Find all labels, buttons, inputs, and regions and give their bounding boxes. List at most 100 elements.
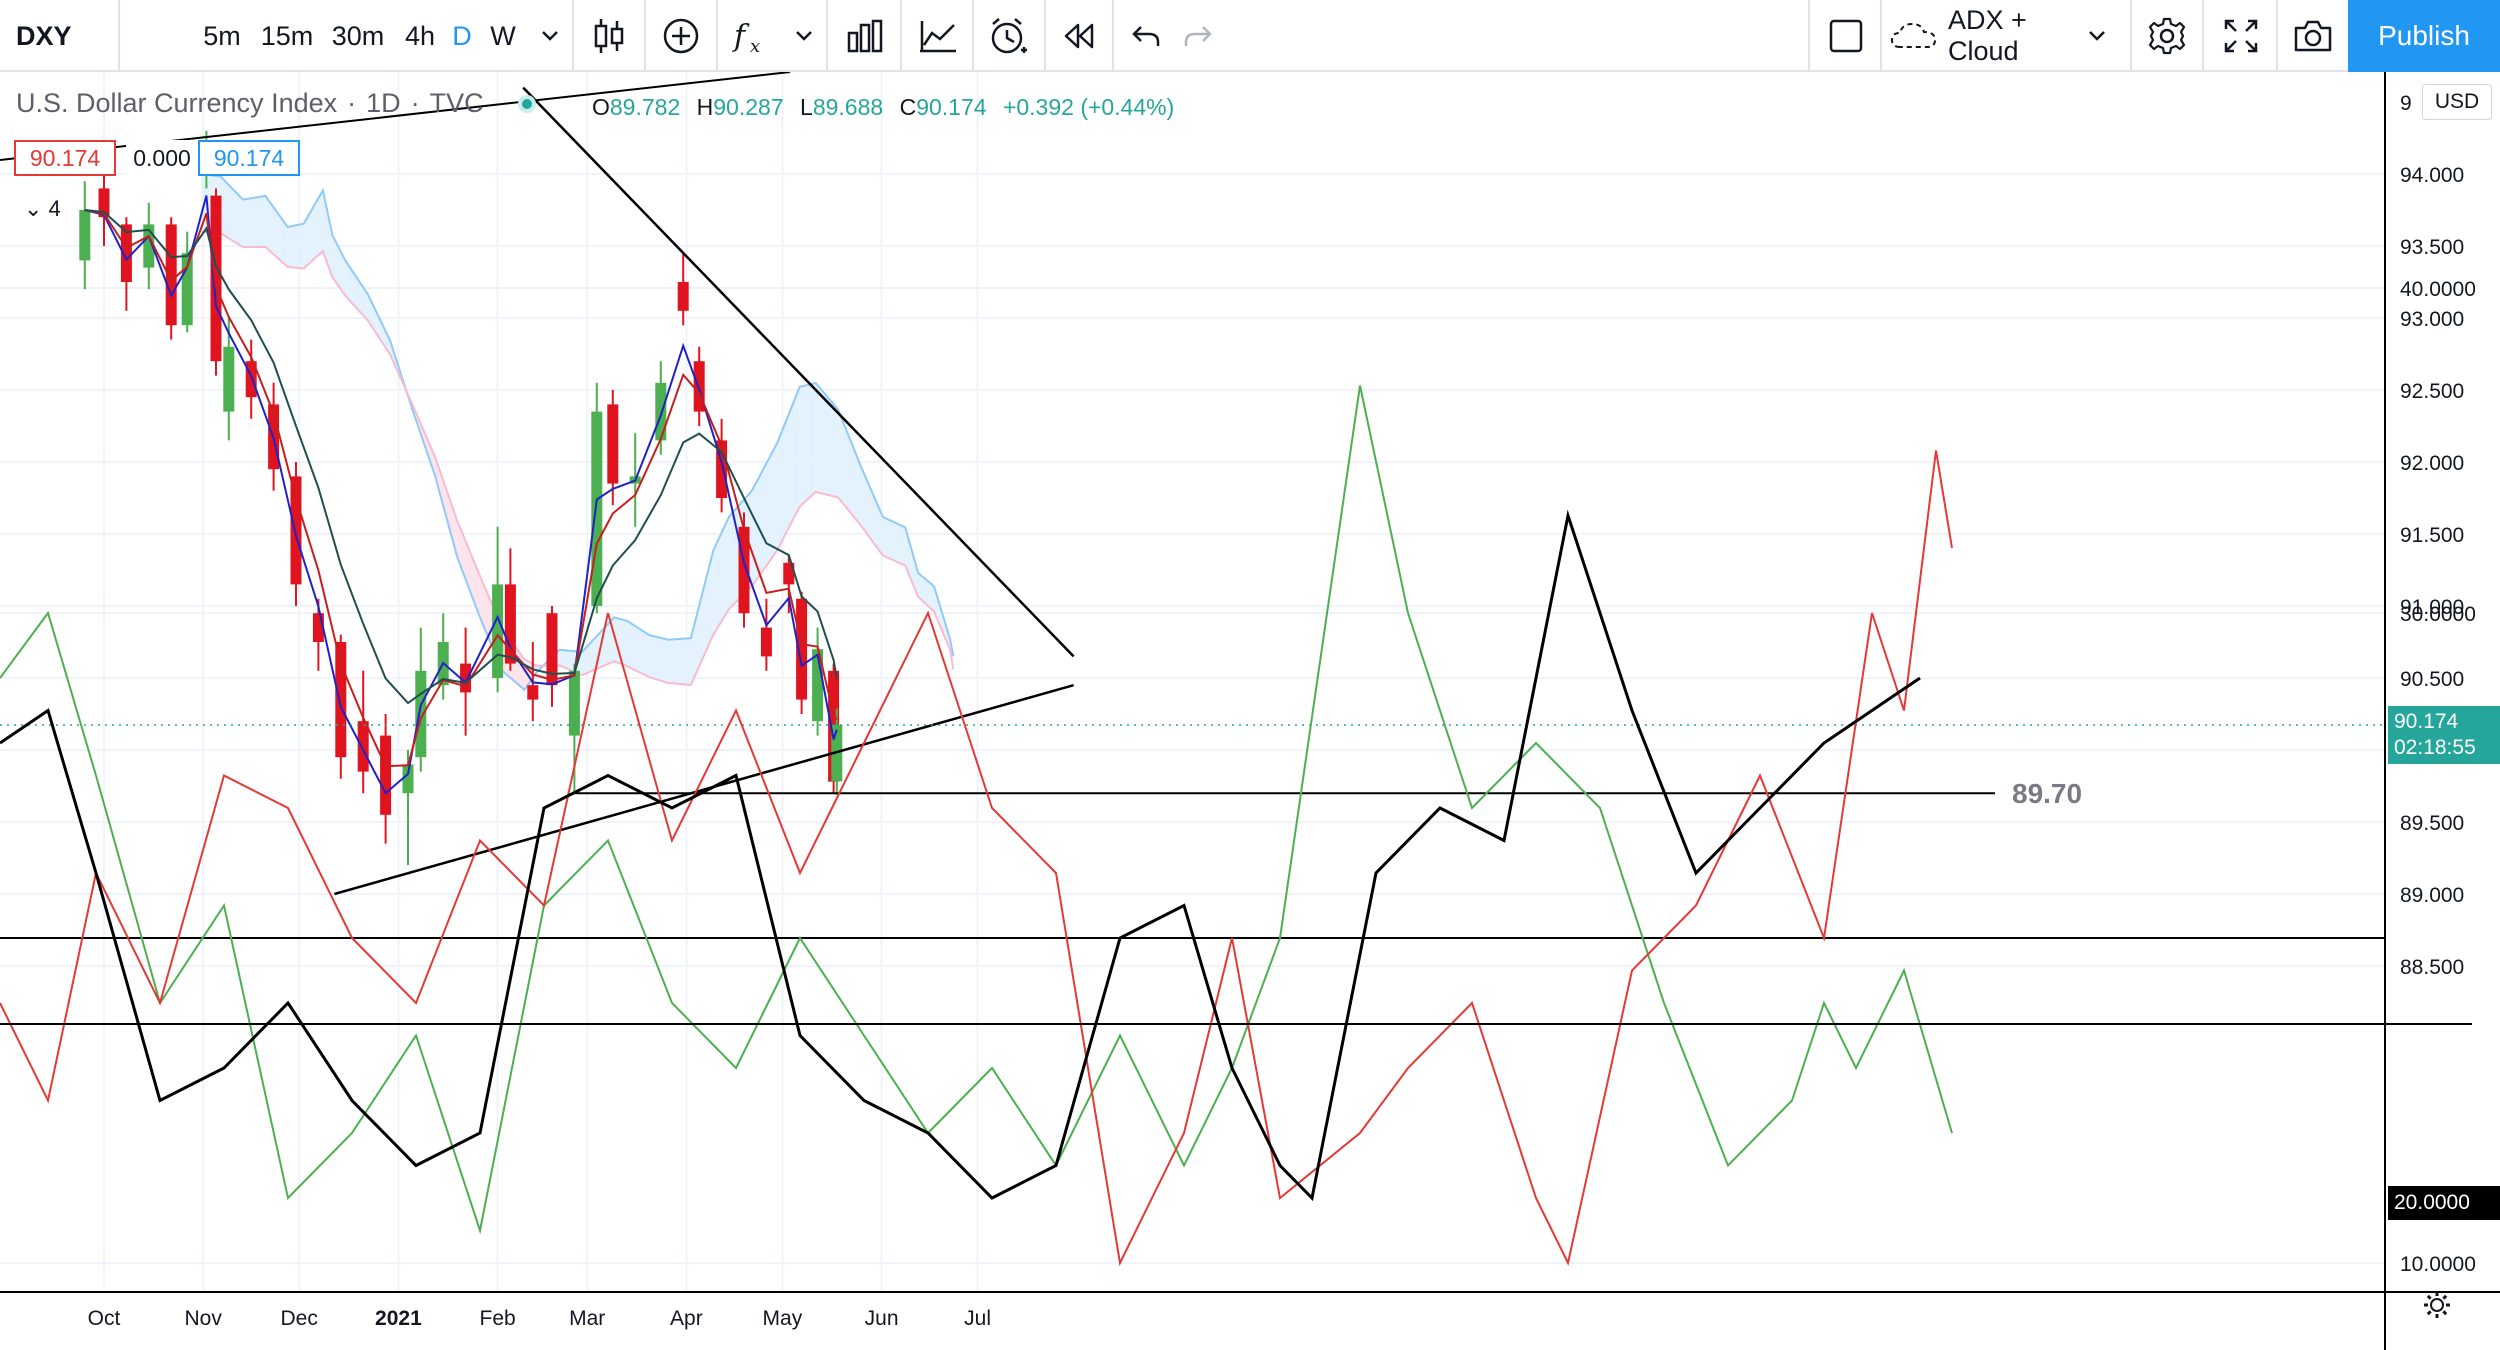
cloud-segment [838, 409, 861, 525]
series-legend: U.S. Dollar Currency Index · 1D · TVC [16, 88, 536, 119]
cloud-span-a [201, 173, 955, 692]
publish-button[interactable]: Publish [2348, 0, 2500, 72]
candle-body [492, 584, 504, 678]
candle-body [143, 224, 155, 268]
candle-body [796, 598, 808, 700]
adx-tick-label: 40.0000 [2400, 278, 2476, 301]
ema-slow-line [84, 209, 838, 705]
legend-separator: · [347, 88, 357, 118]
last-price: 90.174 [2394, 710, 2459, 733]
bar-chart-icon[interactable] [832, 0, 898, 72]
cloud-segment [582, 617, 615, 676]
time-tick-label: 2021 [375, 1307, 422, 1330]
line-chart-icon[interactable] [906, 0, 970, 72]
candle-body [79, 210, 91, 261]
square-layout-icon[interactable] [1814, 0, 1878, 72]
cloud-segment [918, 572, 935, 612]
candles-icon[interactable] [578, 0, 640, 72]
price-tick-label: 89.000 [2400, 884, 2464, 907]
candle-body [738, 526, 750, 614]
candle-body [812, 649, 824, 722]
close-value: 90.174 [916, 94, 987, 120]
di-minus-line [0, 450, 1953, 1267]
camera-snapshot-icon[interactable] [2282, 0, 2344, 72]
interval-d[interactable]: D [452, 20, 472, 51]
time-tick-label: Mar [569, 1307, 605, 1330]
price-tick-label: 9 [2400, 92, 2412, 115]
cloud-segment [777, 386, 800, 551]
candle-body [245, 361, 257, 398]
cloud-segment [287, 223, 304, 269]
interval-4h[interactable]: 4h [404, 20, 436, 51]
last-price-label: 90.174 02:18:55 [2388, 706, 2500, 764]
alert-clock-icon[interactable] [978, 0, 1038, 72]
time-tick-label: Jun [865, 1307, 899, 1330]
candle-body [120, 224, 132, 282]
candle-body [607, 404, 619, 484]
legend-title[interactable]: U.S. Dollar Currency Index [16, 88, 338, 118]
axis-settings-gear-icon [2424, 1292, 2450, 1318]
adx-tick-label: 10.0000 [2400, 1253, 2476, 1276]
cloud-save-icon [1890, 21, 1938, 51]
toolbar-divider [118, 0, 120, 72]
candle-body [312, 613, 324, 642]
legend-collapse-toggle[interactable]: ⌄ 4 [20, 196, 65, 222]
bar-countdown: 02:18:55 [2394, 736, 2476, 759]
time-tick-label: Jul [964, 1307, 991, 1330]
candle-body [716, 440, 728, 498]
candle-body [460, 663, 472, 693]
candle-body [527, 685, 539, 700]
legend-exchange: TVC [429, 88, 484, 118]
adx-indicator [0, 385, 2385, 1267]
fullscreen-icon[interactable] [2208, 0, 2274, 72]
replay-icon[interactable] [1050, 0, 1108, 72]
candle-body [165, 224, 177, 326]
cloud-segment [626, 620, 650, 678]
price-tick-label: 94.000 [2400, 164, 2464, 187]
candle-body [504, 584, 516, 664]
market-status-icon[interactable] [517, 94, 536, 113]
interval-15m[interactable]: 15m [260, 20, 314, 51]
indicator-template-selector[interactable]: ADX + Cloud [1886, 0, 2106, 72]
candle-body [677, 282, 689, 311]
cloud-segment [713, 516, 730, 635]
fx-dropdown-icon[interactable] [784, 0, 824, 72]
time-tick-label: May [763, 1307, 803, 1330]
currency-button[interactable]: USD [2422, 84, 2492, 120]
settings-gear-icon[interactable] [2136, 0, 2198, 72]
candle-body [546, 613, 558, 686]
legend-timeframe: 1D [366, 88, 401, 118]
support-level-label: 89.70 [2012, 778, 2082, 809]
candle-body [98, 188, 110, 218]
high-value: 90.287 [713, 94, 784, 120]
adx-level-label: 20.0000 [2388, 1186, 2500, 1220]
sell-price-button[interactable]: 90.174 [14, 140, 116, 176]
low-value: 89.688 [812, 94, 884, 120]
cloud-segment [799, 383, 816, 507]
template-dropdown-icon [2088, 30, 2106, 42]
cloud-segment [303, 190, 323, 269]
interval-30m[interactable]: 30m [331, 20, 385, 51]
time-tick-label: Dec [281, 1307, 318, 1330]
price-tick-label: 93.000 [2400, 308, 2464, 331]
cloud-segment [815, 383, 839, 498]
chevron-down-icon: ⌄ [24, 196, 49, 221]
buy-price-button[interactable]: 90.174 [198, 140, 300, 176]
candle-body [357, 721, 369, 772]
symbol-search[interactable]: DXY [16, 20, 72, 51]
time-tick-label: Apr [670, 1307, 703, 1330]
price-tick-label: 89.500 [2400, 812, 2464, 835]
candle-body [783, 562, 795, 585]
open-value: 89.782 [609, 94, 681, 120]
undo-icon[interactable] [1124, 0, 1168, 72]
interval-5m[interactable]: 5m [203, 20, 241, 51]
chart-canvas[interactable]: 89.70 94.000 93.500 93.000 92.500 92.000 91.5… [0, 72, 2500, 1350]
cloud-segment [614, 617, 627, 667]
compare-add-icon[interactable] [650, 0, 712, 72]
time-tick-label: Feb [480, 1307, 516, 1330]
cloud-span-b [201, 230, 955, 686]
interval-dropdown-icon[interactable] [530, 0, 570, 72]
interval-w[interactable]: W [490, 20, 516, 51]
